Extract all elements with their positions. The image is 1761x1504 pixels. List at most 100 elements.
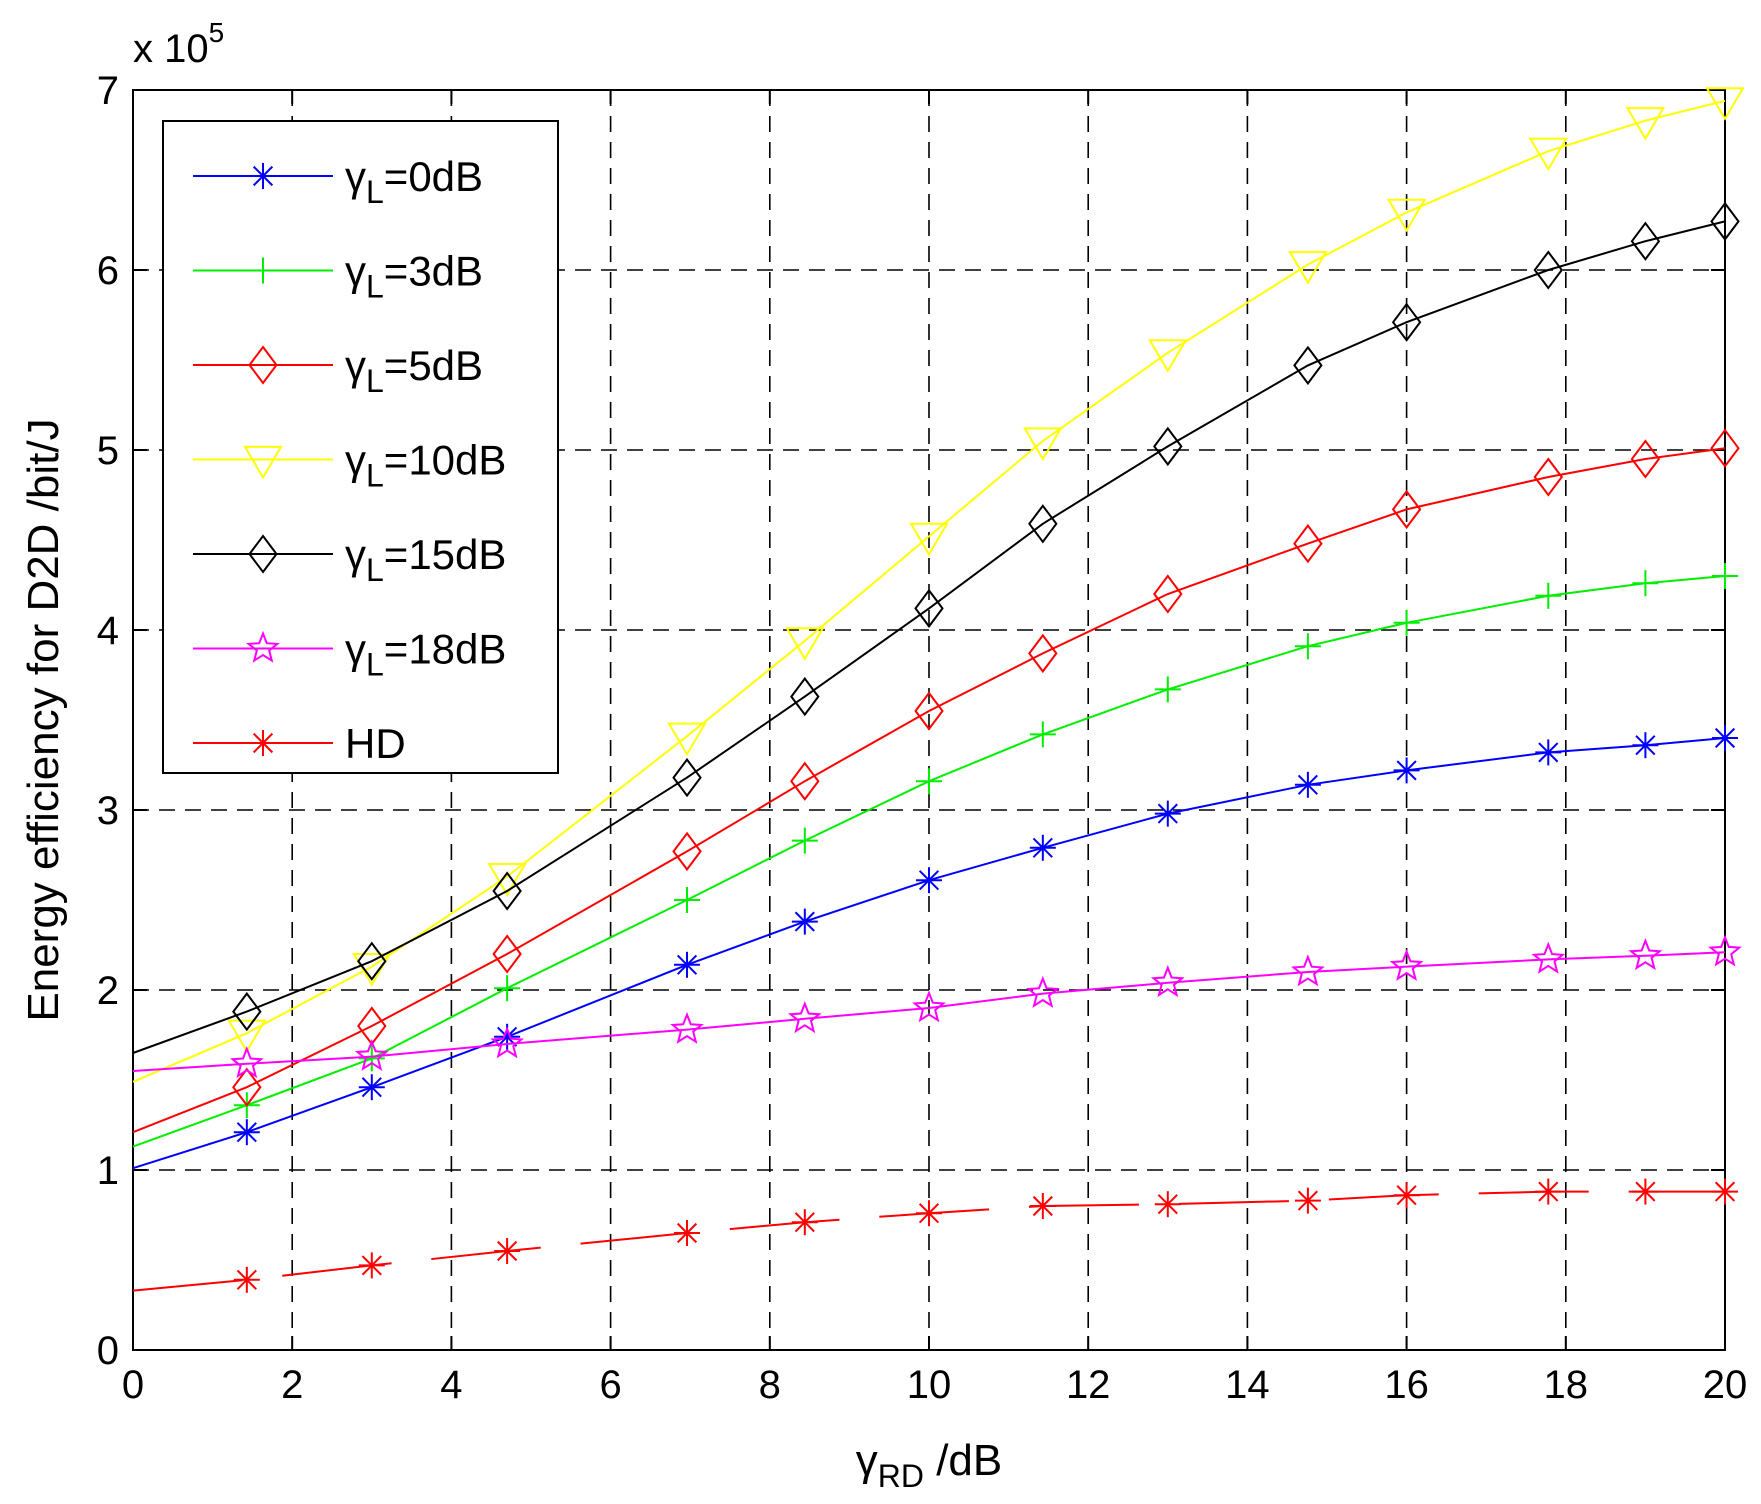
triangle-down-marker <box>1528 137 1569 172</box>
asterisk-stroke <box>1635 1181 1656 1202</box>
triangle-down-marker <box>909 522 949 557</box>
asterisk-stroke <box>1635 735 1656 756</box>
star-marker <box>230 1046 264 1079</box>
series-line <box>132 951 1726 1072</box>
asterisk-stroke <box>361 1255 382 1276</box>
legend-label-rest: HD <box>345 720 406 767</box>
x-tick-label: 18 <box>1544 1363 1589 1407</box>
series-layer <box>132 87 1745 1293</box>
legend-label-rest: =5dB <box>384 342 483 389</box>
legend-label-symbol: γ <box>345 342 366 389</box>
asterisk-marker <box>1029 1193 1056 1219</box>
diamond-marker <box>248 534 278 574</box>
diamond-marker <box>492 934 522 974</box>
diamond-marker <box>1533 250 1564 290</box>
diamond-marker <box>790 676 820 717</box>
plus-marker <box>1294 633 1321 660</box>
asterisk-stroke <box>1714 1181 1736 1202</box>
y-tick-label: 6 <box>97 249 119 293</box>
legend-entry: γL=10dB <box>193 437 506 494</box>
legend-label-rest: =15dB <box>384 531 507 578</box>
star-marker <box>490 1026 525 1059</box>
legend-label-symbol: γ <box>345 248 366 295</box>
legend-label: HD <box>345 720 406 767</box>
y-multiplier-base: x 10 <box>133 27 209 71</box>
y-tick-label: 7 <box>97 69 119 113</box>
star-marker <box>354 1038 389 1071</box>
legend-label-subscript: L <box>366 552 384 588</box>
triangle-down-marker <box>785 627 825 661</box>
asterisk-marker <box>791 908 818 935</box>
asterisk-stroke <box>1032 837 1053 858</box>
asterisk-stroke <box>676 954 698 975</box>
legend-label: γL=3dB <box>345 248 483 305</box>
star-marker <box>670 1011 704 1044</box>
triangle-down-marker <box>487 863 527 897</box>
legend-entry: γL=5dB <box>193 342 483 399</box>
star-marker <box>1708 934 1742 967</box>
asterisk-marker <box>1029 834 1056 861</box>
asterisk-stroke <box>918 1203 940 1224</box>
legend-label-rest: =0dB <box>384 153 483 200</box>
star-marker <box>1150 965 1185 998</box>
legend-label: γL=5dB <box>345 342 483 399</box>
legend-label-subscript: L <box>366 174 384 210</box>
asterisk-marker <box>1154 1191 1181 1218</box>
asterisk-stroke <box>497 1026 518 1047</box>
x-axis-label-symbol: γ <box>856 1436 878 1485</box>
legend-label-symbol: γ <box>345 153 366 200</box>
legend-label: γL=10dB <box>345 437 506 494</box>
asterisk-stroke <box>361 1077 382 1098</box>
triangle-down-marker <box>667 722 707 757</box>
asterisk-marker <box>1154 800 1181 827</box>
asterisk-marker <box>233 1119 260 1146</box>
y-axis-label: Energy efficiency for D2D /bit/J <box>19 418 68 1021</box>
asterisk-stroke <box>1157 803 1178 824</box>
asterisk-stroke <box>1032 1195 1053 1217</box>
asterisk-marker <box>494 1238 521 1264</box>
asterisk-stroke <box>1157 1194 1178 1215</box>
star-marker <box>1026 975 1060 1008</box>
plus-marker <box>1029 721 1056 748</box>
series-5 <box>132 934 1742 1079</box>
plus-marker <box>494 975 521 1002</box>
star-marker <box>1531 941 1566 974</box>
triangle-down-marker <box>243 445 283 480</box>
asterisk-stroke <box>236 1269 257 1290</box>
y-tick-label: 4 <box>97 609 119 653</box>
x-tick-label: 12 <box>1066 1363 1111 1407</box>
asterisk-marker <box>916 867 942 894</box>
series-line <box>132 575 1726 1148</box>
x-tick-label: 14 <box>1225 1363 1270 1407</box>
x-tick-label: 6 <box>599 1363 621 1407</box>
asterisk-stroke <box>1396 1185 1417 1206</box>
diamond-marker <box>1710 428 1740 468</box>
diamond-marker <box>1710 201 1740 242</box>
legend-label-rest: =18dB <box>384 626 507 673</box>
asterisk-marker <box>250 730 276 756</box>
plus-marker <box>358 1045 385 1072</box>
star-marker <box>246 630 280 663</box>
y-tick-label: 5 <box>97 429 119 473</box>
asterisk-marker <box>674 1220 701 1246</box>
asterisk-marker <box>1632 732 1659 759</box>
star-marker <box>912 990 946 1023</box>
legend-label-subscript: L <box>366 363 384 399</box>
diamond-marker <box>492 871 522 911</box>
asterisk-stroke <box>1396 760 1417 781</box>
diamond-marker <box>914 588 944 629</box>
legend-label: γL=0dB <box>345 153 483 210</box>
asterisk-stroke <box>676 1222 698 1244</box>
legend-label-subscript: L <box>366 458 384 494</box>
x-tick-label: 8 <box>759 1363 781 1407</box>
legend-entry: HD <box>193 720 406 767</box>
diamond-marker <box>1153 574 1183 614</box>
diamond-marker <box>914 691 944 731</box>
asterisk-stroke <box>794 911 815 932</box>
diamond-marker <box>1293 345 1323 386</box>
legend-entry: γL=0dB <box>193 153 483 210</box>
asterisk-marker <box>1712 1178 1738 1205</box>
asterisk-stroke <box>1538 742 1559 763</box>
diamond-marker <box>1391 489 1422 530</box>
diamond-marker <box>1028 504 1058 544</box>
